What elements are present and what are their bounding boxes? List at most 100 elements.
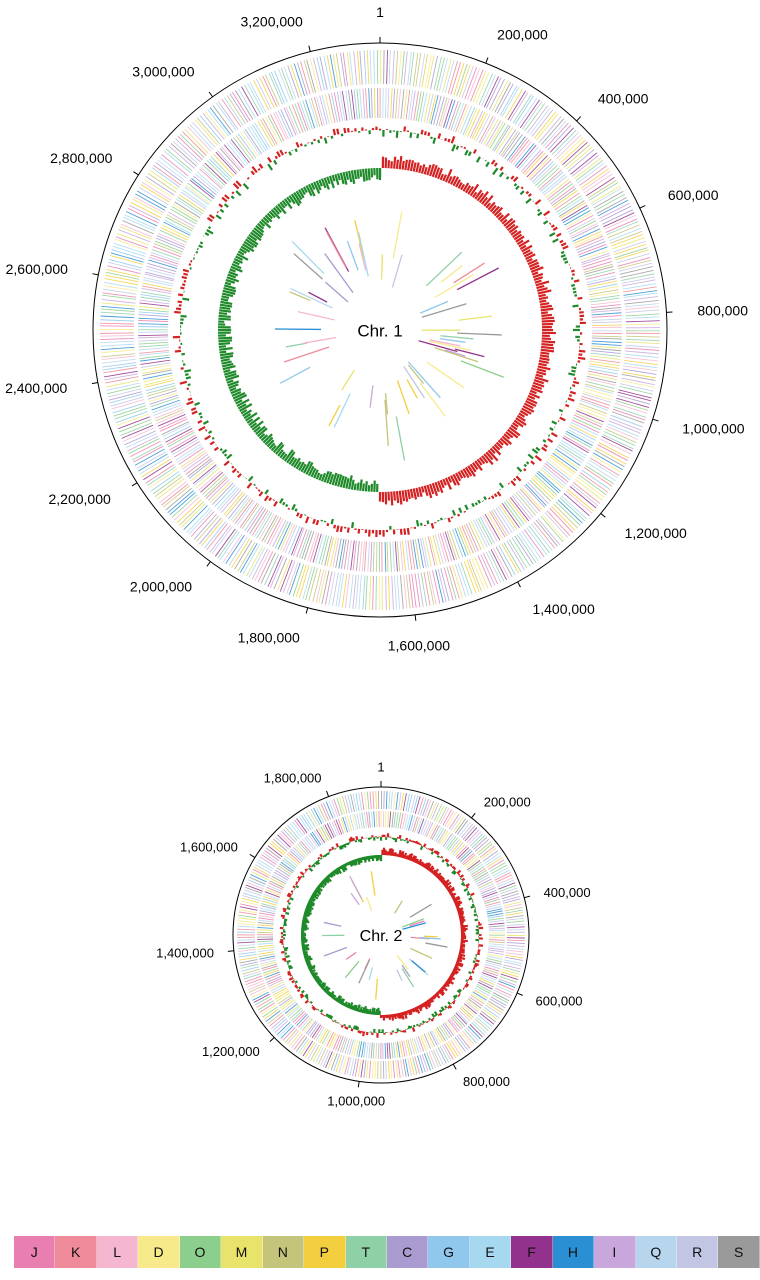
gene-mark [363, 791, 367, 810]
gene-mark [412, 816, 418, 832]
gc-skew-mark [350, 170, 356, 184]
gc-content-mark [325, 853, 329, 856]
gc-skew-mark [361, 856, 365, 861]
gene-mark [483, 1007, 500, 1019]
gene-mark [498, 545, 516, 576]
gene-mark [388, 575, 391, 610]
feature-mark [369, 385, 374, 408]
gene-mark [605, 428, 637, 444]
gene-mark [265, 973, 281, 981]
gene-mark [564, 144, 591, 168]
gc-content-mark [331, 846, 335, 850]
legend-cell-c: C [386, 1236, 429, 1268]
gene-mark [429, 535, 438, 566]
gene-mark [354, 1058, 359, 1077]
gc-skew-mark [333, 869, 338, 875]
gene-mark [315, 806, 325, 823]
gene-mark [204, 521, 227, 549]
gene-mark [418, 53, 426, 88]
gene-mark [340, 539, 347, 569]
gc-skew-mark [357, 1008, 361, 1013]
gc-skew-mark [534, 376, 549, 383]
gc-skew-mark [526, 397, 538, 405]
legend-cell-p: P [304, 1236, 346, 1268]
gc-skew-mark [444, 477, 452, 490]
gc-content-mark [469, 975, 473, 979]
gc-skew-mark [223, 287, 237, 293]
legend-cell-o: O [179, 1236, 222, 1268]
gene-mark [484, 963, 501, 970]
gene-mark [498, 980, 516, 988]
gene-mark [492, 124, 509, 151]
gc-content-mark [295, 882, 298, 886]
gene-mark [255, 864, 272, 874]
gene-mark [456, 1035, 469, 1051]
gc-content-mark [560, 242, 567, 247]
gene-mark [384, 88, 387, 119]
gene-mark [336, 91, 344, 122]
gc-content-mark [572, 304, 579, 308]
gene-mark [495, 874, 513, 883]
gene-mark [569, 424, 597, 439]
gene-mark [619, 266, 653, 275]
gene-mark [505, 500, 525, 525]
gene-mark [282, 828, 296, 843]
gene-mark [368, 1060, 372, 1079]
gene-mark [349, 814, 355, 831]
gene-mark [454, 1036, 466, 1052]
tick-label: 400,000 [598, 90, 649, 106]
gc-skew-mark [462, 182, 470, 192]
gc-skew-mark [305, 906, 312, 911]
gc-content-mark [426, 1021, 429, 1024]
gc-content-mark [198, 412, 203, 416]
gene-mark [263, 895, 279, 902]
gene-mark [385, 575, 387, 610]
feature-mark [410, 947, 433, 959]
gc-content-mark [541, 446, 548, 452]
gene-mark [587, 280, 618, 288]
gene-mark [282, 560, 296, 593]
gene-mark [505, 952, 524, 956]
legend-cell-s: S [718, 1236, 760, 1268]
gene-mark [464, 1003, 477, 1015]
feature-mark [350, 893, 360, 906]
gene-mark [436, 1026, 446, 1042]
gene-mark [424, 537, 432, 567]
gc-content-mark [294, 980, 298, 984]
gene-mark [264, 1008, 280, 1020]
gc-skew-mark [454, 900, 462, 905]
gene-mark [102, 364, 137, 371]
gc-skew-mark [356, 1004, 361, 1012]
gene-mark [259, 955, 276, 960]
gene-mark [188, 509, 213, 535]
gc-skew-mark [433, 993, 438, 998]
gc-skew-mark [420, 486, 425, 493]
gc-content-mark [463, 146, 467, 150]
gc-skew-mark [314, 977, 320, 982]
gc-skew-mark [388, 1014, 392, 1020]
gc-skew-mark [361, 1007, 366, 1014]
gene-mark [417, 572, 424, 607]
gc-content-mark [359, 838, 363, 843]
gene-mark [112, 245, 146, 257]
gene-mark [541, 118, 565, 145]
gene-mark [273, 871, 289, 881]
tick-label: 1,000,000 [682, 421, 744, 437]
gene-mark [188, 459, 213, 479]
gc-skew-mark [303, 954, 309, 959]
gene-mark [488, 1000, 504, 1011]
gc-skew-mark [493, 206, 504, 217]
gc-content-mark [231, 191, 235, 195]
gc-content-mark [250, 170, 255, 176]
gene-mark [274, 1019, 289, 1033]
gene-mark [137, 453, 168, 472]
gene-mark [219, 148, 241, 172]
gene-mark [149, 169, 179, 191]
gc-content-mark [525, 461, 530, 465]
gene-mark [370, 541, 373, 572]
gc-skew-mark [328, 873, 334, 878]
gene-mark [400, 1059, 404, 1078]
feature-mark [456, 332, 502, 336]
gene-mark [333, 798, 341, 817]
gc-skew-mark [420, 861, 425, 867]
